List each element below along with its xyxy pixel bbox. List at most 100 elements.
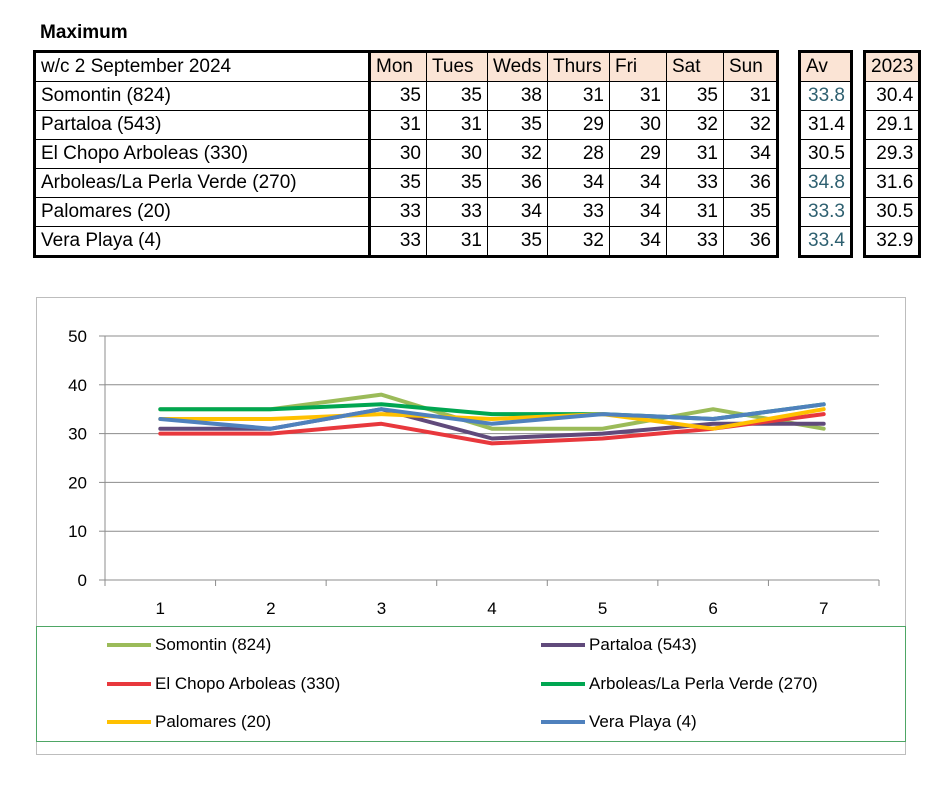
av-value: 34.8 — [799, 168, 852, 198]
day-value: 32 — [487, 139, 548, 169]
year-value: 32.9 — [863, 226, 921, 257]
day-value: 35 — [426, 168, 488, 198]
day-value: 33 — [666, 226, 724, 257]
legend-label: Arboleas/La Perla Verde (270) — [589, 674, 818, 693]
legend-item: El Chopo Arboleas (330) — [107, 674, 340, 694]
table-title: Maximum — [40, 22, 128, 43]
day-value: 28 — [547, 139, 610, 169]
day-value: 38 — [487, 81, 548, 111]
table-row: Partaloa (543) 31 31 35 29 30 32 32 — [34, 110, 778, 140]
legend-swatch — [107, 643, 151, 647]
year-value: 31.6 — [863, 168, 921, 198]
table-row: Vera Playa (4) 33 31 35 32 34 33 36 — [34, 226, 778, 257]
station-name: Vera Playa (4) — [34, 226, 371, 257]
day-value: 36 — [723, 226, 778, 257]
day-value: 34 — [609, 197, 667, 227]
day-value: 33 — [369, 226, 427, 257]
table-row: El Chopo Arboleas (330) 30 30 32 28 29 31 34 — [34, 139, 778, 169]
day-value: 31 — [609, 81, 667, 111]
day-value: 33 — [547, 197, 610, 227]
week-label: w/c 2 September 2024 — [34, 51, 371, 82]
station-name: Palomares (20) — [34, 197, 371, 227]
year-row: 29.1 — [863, 110, 921, 140]
y-tick-label: 30 — [68, 425, 87, 444]
day-value: 30 — [426, 139, 488, 169]
table-row: Arboleas/La Perla Verde (270) 35 35 36 34 34 3… — [34, 168, 778, 198]
av-header: Av — [799, 51, 852, 82]
year-2023-column: 2023 30.4 29.1 29.3 31.6 30.5 32.9 — [863, 50, 922, 258]
av-row: 33.3 — [799, 197, 852, 227]
day-value: 34 — [487, 197, 548, 227]
av-value: 33.4 — [799, 226, 852, 257]
day-value: 35 — [487, 110, 548, 140]
legend-swatch — [541, 643, 585, 647]
day-value: 32 — [547, 226, 610, 257]
y-tick-label: 20 — [68, 473, 87, 492]
day-value: 34 — [609, 226, 667, 257]
table-row: Palomares (20) 33 33 34 33 34 31 35 — [34, 197, 778, 227]
station-name: El Chopo Arboleas (330) — [34, 139, 371, 169]
year-row: 32.9 — [863, 226, 921, 257]
legend-item: Partaloa (543) — [541, 635, 697, 655]
x-tick-label: 3 — [377, 599, 386, 618]
day-value: 34 — [609, 168, 667, 198]
day-value: 33 — [426, 197, 488, 227]
x-tick-label: 4 — [487, 599, 496, 618]
day-value: 33 — [666, 168, 724, 198]
day-header: Sun — [723, 51, 778, 82]
x-tick-label: 6 — [708, 599, 717, 618]
year-row: 31.6 — [863, 168, 921, 198]
day-value: 31 — [426, 226, 488, 257]
day-value: 34 — [723, 139, 778, 169]
y-tick-label: 40 — [68, 376, 87, 395]
x-tick-label: 5 — [598, 599, 607, 618]
day-value: 31 — [369, 110, 427, 140]
x-tick-label: 2 — [266, 599, 275, 618]
temperature-table: w/c 2 September 2024 Mon Tues Weds Thurs Fri S… — [33, 50, 779, 258]
year-row: 29.3 — [863, 139, 921, 169]
legend-item: Vera Playa (4) — [541, 712, 697, 732]
series-line — [158, 407, 826, 431]
day-value: 36 — [723, 168, 778, 198]
day-value: 35 — [369, 81, 427, 111]
year-header: 2023 — [863, 51, 921, 82]
day-value: 29 — [609, 139, 667, 169]
day-value: 31 — [547, 81, 610, 111]
day-value: 30 — [609, 110, 667, 140]
y-tick-label: 50 — [68, 327, 87, 346]
x-tick-label: 7 — [819, 599, 828, 618]
day-header: Sat — [666, 51, 724, 82]
day-value: 31 — [666, 139, 724, 169]
day-value: 30 — [369, 139, 427, 169]
av-row: 30.5 — [799, 139, 852, 169]
day-header: Weds — [487, 51, 548, 82]
day-value: 32 — [723, 110, 778, 140]
day-value: 35 — [487, 226, 548, 257]
day-value: 31 — [723, 81, 778, 111]
legend-item: Somontin (824) — [107, 635, 271, 655]
day-value: 35 — [723, 197, 778, 227]
day-value: 36 — [487, 168, 548, 198]
av-row: 33.4 — [799, 226, 852, 257]
table-header-row: w/c 2 September 2024 Mon Tues Weds Thurs Fri S… — [34, 51, 778, 82]
year-value: 30.5 — [863, 197, 921, 227]
year-header-row: 2023 — [863, 51, 921, 82]
day-value: 31 — [426, 110, 488, 140]
legend-swatch — [541, 720, 585, 724]
av-header-row: Av — [799, 51, 852, 82]
day-header: Thurs — [547, 51, 610, 82]
year-value: 29.3 — [863, 139, 921, 169]
legend-swatch — [541, 682, 585, 686]
legend-label: Partaloa (543) — [589, 635, 697, 654]
day-header: Fri — [609, 51, 667, 82]
av-row: 31.4 — [799, 110, 852, 140]
legend-swatch — [107, 682, 151, 686]
average-column: Av 33.8 31.4 30.5 34.8 33.3 33.4 — [798, 50, 853, 258]
y-tick-label: 10 — [68, 522, 87, 541]
y-tick-label: 0 — [78, 571, 87, 590]
day-value: 34 — [547, 168, 610, 198]
legend-swatch — [107, 720, 151, 724]
day-value: 35 — [369, 168, 427, 198]
x-tick-label: 1 — [156, 599, 165, 618]
station-name: Arboleas/La Perla Verde (270) — [34, 168, 371, 198]
